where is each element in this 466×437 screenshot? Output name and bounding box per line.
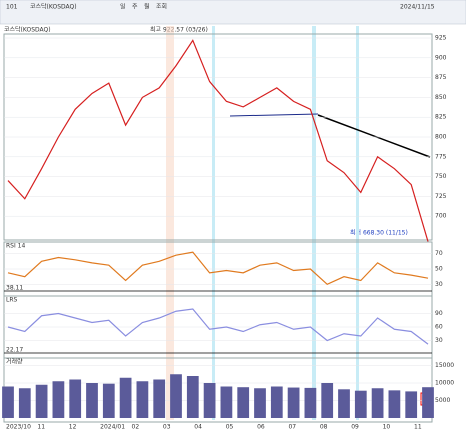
volume-bar [304,387,317,418]
volume-bar [170,374,182,418]
y-tick-label: 5000 [435,397,450,404]
y-tick-label: 60 [435,324,443,331]
y-tick-label: 30 [435,337,443,344]
highlight [312,26,316,420]
toolbar [0,0,466,25]
y-tick-label: 850 [435,94,447,101]
volume-bar [2,386,14,418]
last-label: 38.11 [6,285,23,292]
volume-bar [203,383,216,418]
volume-bar [220,386,233,418]
volume-bar [254,388,266,418]
volume-bar [270,386,283,418]
x-tick-label: 03 [163,424,171,431]
btn[interactable]: 월 [144,3,150,11]
y-tick-label: 875 [435,74,447,81]
x-tick-label: 04 [194,424,202,431]
y-tick-label: 900 [435,54,447,61]
x-tick-label: 12 [69,424,77,431]
x-tick-label: 11 [37,424,45,431]
highlight [356,26,359,420]
panel-title: 거래량 [6,358,23,366]
volume-bar [102,383,115,418]
btn[interactable]: 일 [120,3,126,11]
volume-bar [422,387,434,418]
x-tick-label: 09 [351,424,359,431]
panel-title: RSI 14 [6,243,25,250]
volume-bar [321,383,334,418]
volume-bar [338,389,350,418]
y-tick-label: 750 [435,173,447,180]
x-tick-label: 08 [320,424,328,431]
volume-bar [119,377,132,418]
y-tick-label: 925 [435,35,447,42]
volume-bar [371,388,384,418]
y-tick-label: 825 [435,114,447,121]
x-tick-label: 2024/01 [100,424,125,431]
date: 2024/11/15 [400,4,435,11]
volume-bar [237,387,250,418]
y-tick-label: 15000 [435,362,454,369]
volume-bar [287,387,300,418]
volume-bar [52,381,65,418]
volume-bar [186,376,199,418]
volume-bar [153,379,166,418]
x-tick-label: 02 [132,424,140,431]
volume-bar [405,391,418,418]
x-tick-label: 06 [257,424,265,431]
volume-bar [388,390,401,418]
highlight [166,26,174,420]
series-line [7,39,429,242]
trendline [229,113,319,117]
y-tick-label: 30 [435,281,443,288]
volume-bar [69,379,82,418]
high-label: 최고 922.57 (03/26) [150,26,208,34]
low-label: 최저 668.30 (11/15) [350,229,408,237]
btn[interactable]: 조회 [156,3,167,11]
x-tick-label: 10 [383,424,391,431]
trendline [317,114,431,158]
y-tick-label: 700 [435,213,447,220]
y-tick-label: 725 [435,193,447,200]
y-tick-label: 90 [435,310,443,317]
volume-bar [354,390,367,418]
highlight [212,26,215,420]
btn[interactable]: 주 [132,4,138,11]
series-line [7,308,429,345]
y-tick-label: 800 [435,134,447,141]
x-tick-label: 11 [414,424,422,431]
x-tick-label: 05 [226,424,234,431]
name: 코스닥(KOSDAQ) [30,4,77,11]
last-label: 22.17 [6,347,23,354]
volume-bar [35,384,48,418]
y-tick-label: 50 [435,266,443,273]
volume-bar [86,383,98,418]
x-tick-label: 07 [288,424,296,431]
series-line [7,251,429,286]
legend: 코스닥(KOSDAQ) [4,27,51,34]
code[interactable]: 101 [6,4,18,11]
y-tick-label: 10000 [435,380,454,387]
volume-bar [136,381,149,418]
panel-title: LRS [6,297,18,304]
x-tick-label: 2023/10 [6,424,31,431]
panel [3,357,433,423]
volume-bar [18,388,31,418]
y-tick-label: 775 [435,153,447,160]
y-tick-label: 70 [435,250,443,257]
